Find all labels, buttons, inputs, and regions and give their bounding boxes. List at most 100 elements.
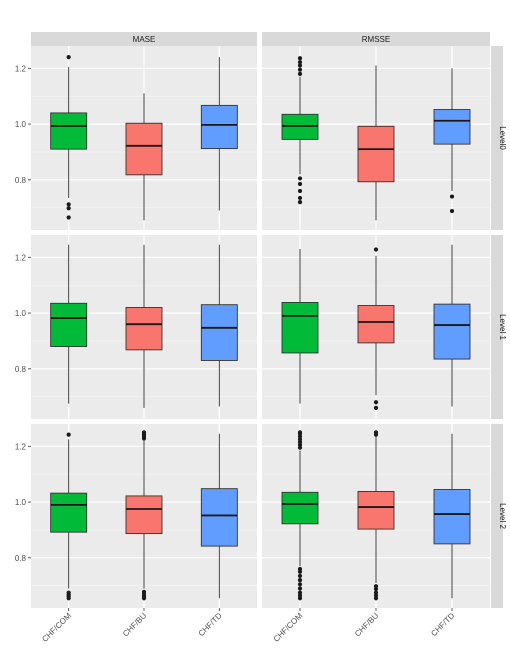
- outlier-point: [297, 582, 303, 587]
- outlier-point: [297, 188, 303, 194]
- box-chf-td: [433, 433, 471, 599]
- facet-column-label: MASE: [133, 35, 156, 44]
- outlier-point: [297, 60, 303, 65]
- facet-strip-level0: Level0: [491, 46, 507, 230]
- strip-background: [31, 32, 257, 46]
- panel-level0-mase: [31, 46, 257, 230]
- box-chf-td: [433, 244, 471, 407]
- strip-background: [491, 424, 503, 608]
- iqr-box: [125, 307, 163, 351]
- box-chf-bu: [125, 93, 163, 221]
- iqr-box: [357, 491, 395, 530]
- outlier-point: [297, 67, 303, 72]
- panel-level-2-mase: [31, 424, 257, 608]
- strip-background: [491, 235, 503, 419]
- outlier-point: [297, 195, 303, 201]
- iqr-box: [433, 109, 471, 145]
- iqr-box: [50, 492, 88, 533]
- y-tick-label: 0.8: [15, 554, 27, 563]
- facet-strip-level-1: Level 1: [491, 235, 507, 419]
- x-tick-label: CHF/TD: [197, 611, 224, 638]
- box-chf-td: [200, 57, 238, 211]
- outlier-point: [66, 206, 71, 211]
- box-chf-td: [433, 68, 471, 214]
- iqr-box: [433, 303, 471, 360]
- y-tick-label: 1.2: [15, 64, 27, 73]
- outlier-point: [297, 63, 303, 68]
- box-chf-bu: [125, 430, 163, 601]
- iqr-box: [200, 304, 238, 361]
- y-tick-label: 1.0: [15, 498, 27, 507]
- outlier-point: [297, 566, 303, 572]
- strip-background: [491, 46, 503, 230]
- box-chf-bu: [357, 430, 395, 601]
- panel-level0-rmsse: [262, 46, 490, 230]
- outlier-point: [297, 430, 303, 435]
- iqr-box: [357, 125, 395, 183]
- box-chf-com: [281, 430, 319, 601]
- outlier-point: [297, 176, 303, 181]
- x-tick-label: CHF/COM: [40, 611, 73, 644]
- y-tick-label: 1.0: [15, 309, 27, 318]
- outlier-point: [373, 584, 379, 589]
- facet-strip-rmsse: RMSSE: [262, 32, 490, 46]
- outlier-point: [297, 573, 303, 579]
- strip-background: [262, 32, 490, 46]
- box-chf-com: [50, 55, 88, 220]
- iqr-box: [50, 302, 88, 347]
- panel-level-1-mase: [31, 235, 257, 419]
- outlier-point: [141, 430, 147, 435]
- facet-column-label: RMSSE: [362, 35, 390, 44]
- outlier-point: [373, 400, 379, 405]
- box-chf-bu: [357, 65, 395, 221]
- outlier-point: [449, 208, 455, 214]
- iqr-box: [281, 491, 319, 525]
- y-tick-label: 1.2: [15, 253, 27, 262]
- facet-row-label: Level 1: [498, 314, 507, 340]
- panel-level-2-rmsse: [262, 424, 490, 608]
- outlier-point: [373, 405, 379, 410]
- box-chf-com: [50, 244, 88, 404]
- facet-strip-level-2: Level 2: [491, 424, 507, 608]
- iqr-box: [433, 489, 471, 545]
- x-tick-label: CHF/TD: [429, 611, 456, 638]
- outlier-point: [297, 200, 303, 205]
- x-tick-label: CHF/BU: [121, 611, 149, 639]
- outlier-point: [297, 56, 303, 61]
- outlier-point: [66, 202, 71, 207]
- facet-row-label: Level 2: [498, 503, 507, 529]
- outlier-point: [66, 432, 71, 437]
- box-chf-td: [200, 244, 238, 407]
- y-tick-label: 0.8: [15, 176, 27, 185]
- outlier-point: [449, 194, 455, 199]
- outlier-point: [297, 578, 303, 583]
- outlier-point: [373, 430, 379, 435]
- y-tick-label: 1.2: [15, 442, 27, 451]
- outlier-point: [66, 55, 71, 60]
- box-chf-com: [281, 56, 319, 205]
- outlier-point: [373, 590, 379, 595]
- iqr-box: [125, 495, 163, 535]
- x-tick-label: CHF/COM: [272, 611, 305, 644]
- iqr-box: [125, 122, 163, 176]
- outlier-point: [66, 590, 71, 595]
- box-chf-com: [281, 248, 319, 404]
- outlier-point: [66, 215, 71, 220]
- outlier-point: [297, 71, 303, 76]
- outlier-point: [141, 589, 147, 594]
- iqr-box: [200, 104, 238, 150]
- x-tick-label: CHF/BU: [353, 611, 381, 639]
- y-tick-label: 1.0: [15, 120, 27, 129]
- facet-strip-mase: MASE: [31, 32, 257, 46]
- box-chf-bu: [125, 244, 163, 408]
- iqr-box: [50, 112, 88, 150]
- y-tick-label: 0.8: [15, 365, 27, 374]
- iqr-box: [281, 302, 319, 354]
- box-chf-com: [50, 432, 88, 601]
- box-chf-td: [200, 433, 238, 599]
- box-chf-bu: [357, 247, 395, 410]
- iqr-box: [357, 305, 395, 344]
- outlier-point: [297, 586, 303, 591]
- outlier-point: [297, 181, 303, 187]
